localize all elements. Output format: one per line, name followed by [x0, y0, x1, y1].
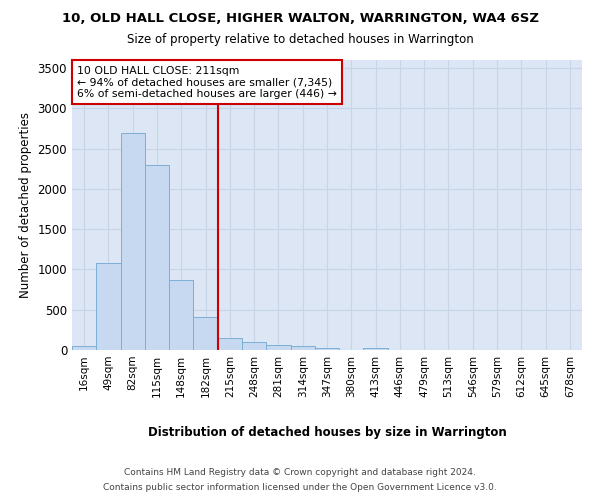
Text: Contains public sector information licensed under the Open Government Licence v3: Contains public sector information licen… — [103, 483, 497, 492]
Bar — [266, 345, 290, 350]
Bar — [145, 164, 169, 350]
Bar — [218, 338, 242, 350]
Bar — [169, 280, 193, 350]
Y-axis label: Number of detached properties: Number of detached properties — [19, 112, 32, 298]
Text: 10, OLD HALL CLOSE, HIGHER WALTON, WARRINGTON, WA4 6SZ: 10, OLD HALL CLOSE, HIGHER WALTON, WARRI… — [62, 12, 539, 26]
Bar — [72, 346, 96, 350]
Bar — [364, 348, 388, 350]
Text: 10 OLD HALL CLOSE: 211sqm
← 94% of detached houses are smaller (7,345)
6% of sem: 10 OLD HALL CLOSE: 211sqm ← 94% of detac… — [77, 66, 337, 99]
Bar — [121, 132, 145, 350]
Text: Contains HM Land Registry data © Crown copyright and database right 2024.: Contains HM Land Registry data © Crown c… — [124, 468, 476, 477]
Text: Size of property relative to detached houses in Warrington: Size of property relative to detached ho… — [127, 32, 473, 46]
Bar — [290, 346, 315, 350]
Bar — [315, 348, 339, 350]
Bar — [96, 264, 121, 350]
Bar — [242, 342, 266, 350]
Text: Distribution of detached houses by size in Warrington: Distribution of detached houses by size … — [148, 426, 506, 439]
Bar — [193, 316, 218, 350]
